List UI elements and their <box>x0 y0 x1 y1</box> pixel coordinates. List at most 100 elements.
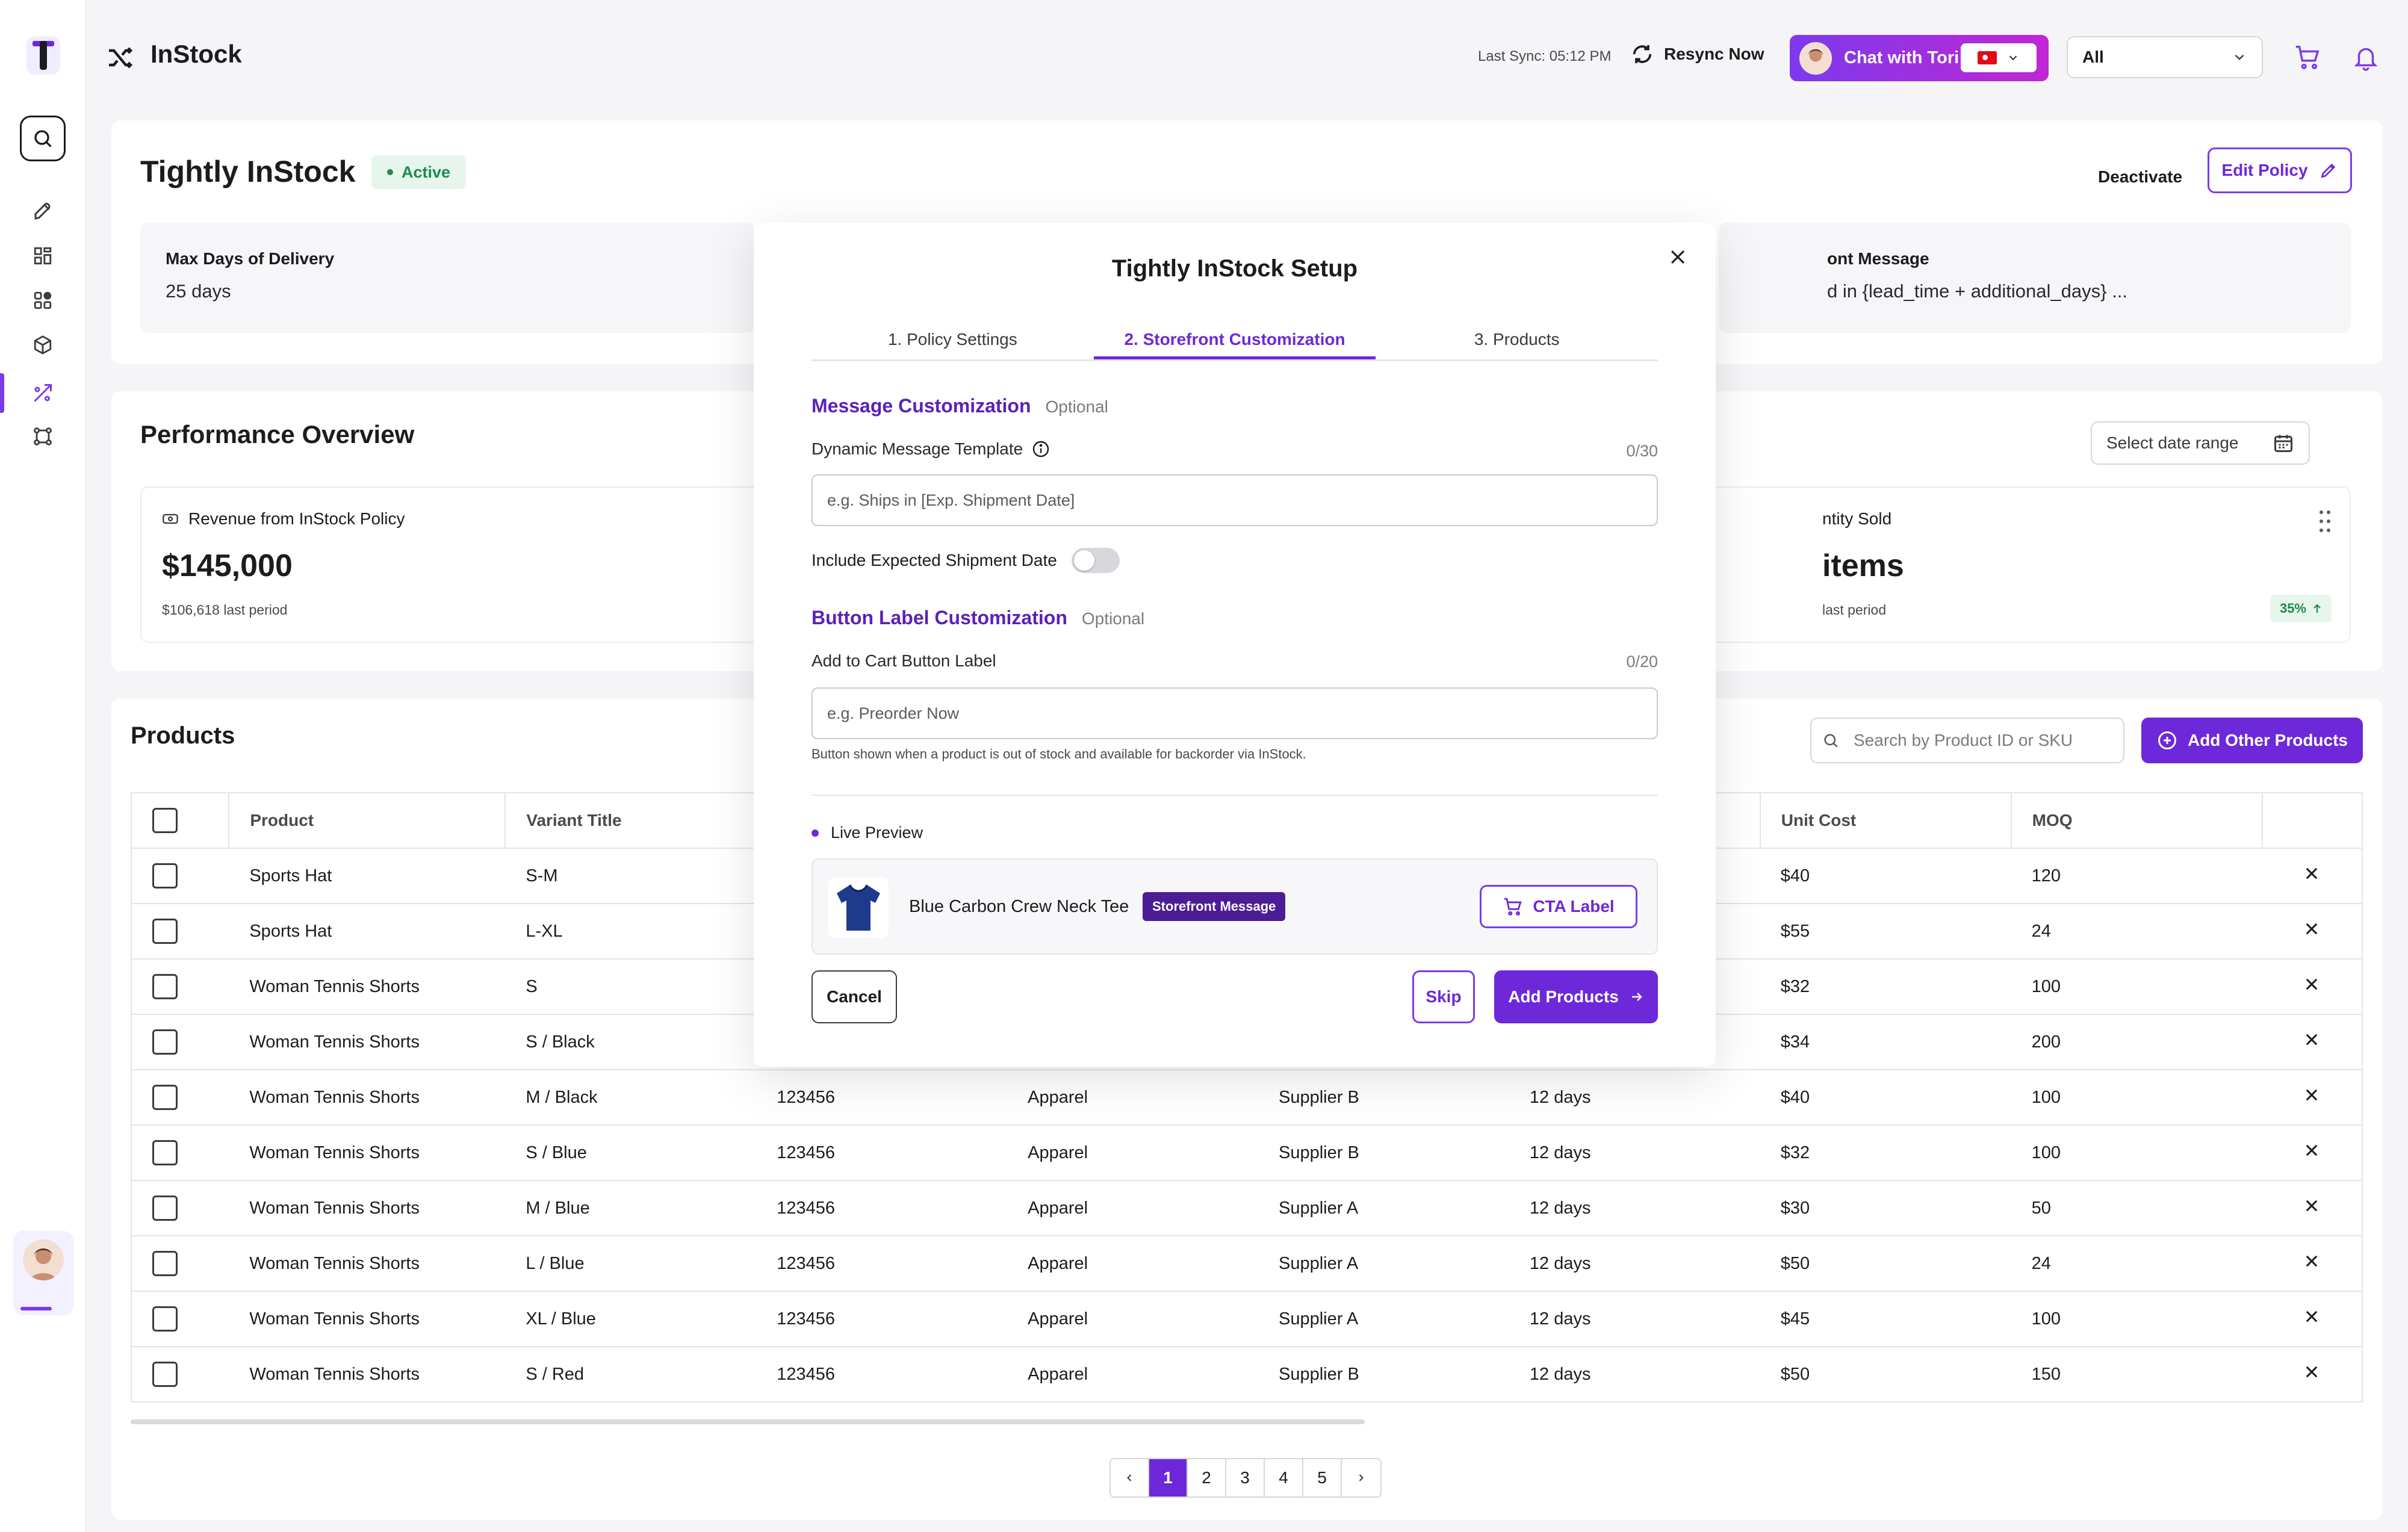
table-cell: $50 <box>1760 1236 2011 1292</box>
apps-icon[interactable] <box>28 285 58 315</box>
remove-icon[interactable] <box>2303 1253 2320 1270</box>
turkey-flag-icon <box>1978 51 1997 64</box>
product-search-input[interactable]: Search by Product ID or SKU <box>1810 718 2124 763</box>
table-cell: 12 days <box>1509 1347 1760 1403</box>
row-checkbox[interactable] <box>152 1085 178 1110</box>
sidebar-search-button[interactable] <box>20 116 66 161</box>
info-icon[interactable] <box>1031 439 1050 459</box>
table-row[interactable]: Woman Tennis Shorts S / Red 123456 Apparel S… <box>131 1347 2362 1403</box>
chat-label: Chat with Tori <box>1844 48 1960 67</box>
col-variant[interactable]: Variant Title <box>504 793 757 849</box>
row-checkbox[interactable] <box>152 1029 178 1055</box>
row-checkbox[interactable] <box>152 863 178 888</box>
remove-row-cell <box>2262 1347 2362 1403</box>
remove-row-cell <box>2262 1070 2362 1126</box>
row-checkbox[interactable] <box>152 1196 178 1221</box>
plus-circle-icon <box>2156 730 2178 751</box>
cart-icon[interactable] <box>2294 43 2321 71</box>
cta-label-button[interactable]: CTA Label <box>1480 885 1637 928</box>
store-filter-select[interactable]: All <box>2067 36 2263 78</box>
add-products-button[interactable]: Add Products <box>1494 970 1658 1023</box>
remove-icon[interactable] <box>2303 1308 2320 1325</box>
edit-policy-button[interactable]: Edit Policy <box>2208 147 2352 193</box>
chevron-down-icon <box>2006 51 2020 64</box>
resync-button[interactable]: Resync Now <box>1630 42 1764 66</box>
dashboard-icon[interactable] <box>28 241 58 271</box>
chat-with-tori-button[interactable]: Chat with Tori <box>1790 35 2049 81</box>
workflow-icon[interactable] <box>28 421 58 451</box>
include-date-toggle[interactable] <box>1071 548 1120 573</box>
close-icon[interactable] <box>1668 247 1688 267</box>
drag-handle-icon[interactable] <box>2318 509 2332 533</box>
dynamic-template-label: Dynamic Message Template <box>811 439 1023 458</box>
remove-icon[interactable] <box>2303 976 2320 993</box>
row-checkbox[interactable] <box>152 919 178 944</box>
date-range-picker[interactable]: Select date range <box>2091 421 2310 465</box>
box-icon[interactable] <box>28 330 58 360</box>
rocket-icon[interactable] <box>28 196 58 226</box>
add-products-label: Add Products <box>1508 987 1619 1006</box>
remove-row-cell <box>2262 1236 2362 1292</box>
language-selector[interactable] <box>1961 43 2037 72</box>
remove-row-cell <box>2262 1125 2362 1181</box>
remove-icon[interactable] <box>2303 1087 2320 1103</box>
select-all-checkbox[interactable] <box>152 808 178 833</box>
table-row[interactable]: Woman Tennis Shorts S / Blue 123456 Apparel… <box>131 1125 2362 1181</box>
col-unit-cost[interactable]: Unit Cost <box>1759 793 2011 849</box>
tab-storefront-customization[interactable]: 2. Storefront Customization <box>1093 324 1376 359</box>
table-cell: Supplier B <box>1258 1070 1509 1126</box>
remove-icon[interactable] <box>2303 1197 2320 1214</box>
remove-icon[interactable] <box>2303 1363 2320 1380</box>
page-5-button[interactable]: 5 <box>1303 1459 1342 1496</box>
table-cell: $50 <box>1760 1347 2011 1403</box>
page-4-button[interactable]: 4 <box>1265 1459 1303 1496</box>
refresh-icon <box>1630 42 1654 66</box>
remove-row-cell <box>2262 1291 2362 1347</box>
change-badge: 35% <box>2270 595 2332 622</box>
remove-icon[interactable] <box>2303 920 2320 937</box>
row-checkbox[interactable] <box>152 1251 178 1276</box>
avatar <box>23 1239 64 1280</box>
table-cell: Woman Tennis Shorts <box>229 1070 506 1126</box>
page-1-button[interactable]: 1 <box>1149 1459 1188 1496</box>
skip-button[interactable]: Skip <box>1412 970 1475 1023</box>
avatar-underline <box>20 1307 52 1310</box>
row-select-cell <box>131 848 229 904</box>
user-profile[interactable] <box>13 1231 73 1315</box>
remove-icon[interactable] <box>2303 865 2320 882</box>
remove-icon[interactable] <box>2303 1031 2320 1048</box>
remove-row-cell <box>2262 1014 2362 1070</box>
dynamic-template-input[interactable]: e.g. Ships in [Exp. Shipment Date] <box>811 474 1658 526</box>
tab-products[interactable]: 3. Products <box>1474 330 1560 349</box>
page-2-button[interactable]: 2 <box>1188 1459 1226 1496</box>
horizontal-scrollbar[interactable] <box>131 1419 1365 1424</box>
table-cell: 50 <box>2011 1180 2262 1236</box>
tab-policy-settings[interactable]: 1. Policy Settings <box>887 330 1017 349</box>
col-product[interactable]: Product <box>228 793 506 849</box>
col-actions <box>2261 793 2362 849</box>
remove-icon[interactable] <box>2303 1142 2320 1159</box>
cart-label-input[interactable]: e.g. Preorder Now <box>811 687 1658 739</box>
instock-icon[interactable] <box>28 378 58 408</box>
table-cell: $34 <box>1760 1014 2011 1070</box>
table-row[interactable]: Woman Tennis Shorts L / Blue 123456 Apparel… <box>131 1236 2362 1292</box>
row-checkbox[interactable] <box>152 1140 178 1165</box>
next-page-button[interactable] <box>1342 1459 1380 1496</box>
deactivate-button[interactable]: Deactivate <box>2098 167 2183 186</box>
bell-icon[interactable] <box>2352 43 2380 71</box>
row-checkbox[interactable] <box>152 1306 178 1332</box>
table-row[interactable]: Woman Tennis Shorts XL / Blue 123456 Appare… <box>131 1291 2362 1347</box>
prev-page-button[interactable] <box>1111 1459 1149 1496</box>
table-cell: 123456 <box>756 1236 1008 1292</box>
table-row[interactable]: Woman Tennis Shorts M / Black 123456 Appare… <box>131 1070 2362 1126</box>
cancel-button[interactable]: Cancel <box>811 970 897 1023</box>
app-logo[interactable] <box>26 36 60 75</box>
col-moq[interactable]: MOQ <box>2010 793 2262 849</box>
add-other-products-button[interactable]: Add Other Products <box>2141 718 2363 763</box>
edit-policy-label: Edit Policy <box>2221 161 2308 179</box>
row-checkbox[interactable] <box>152 1362 178 1387</box>
arrow-up-icon <box>2312 603 2322 614</box>
row-checkbox[interactable] <box>152 974 178 999</box>
page-3-button[interactable]: 3 <box>1226 1459 1265 1496</box>
table-row[interactable]: Woman Tennis Shorts M / Blue 123456 Apparel… <box>131 1180 2362 1236</box>
